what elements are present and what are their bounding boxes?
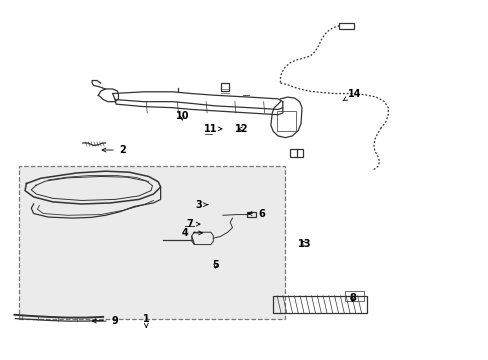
Bar	[273, 296, 366, 312]
Text: 4: 4	[181, 228, 202, 238]
Text: 9: 9	[92, 316, 118, 326]
Text: 5: 5	[212, 260, 219, 270]
Text: 10: 10	[175, 112, 188, 121]
Text: 14: 14	[342, 89, 361, 101]
Text: 2: 2	[102, 145, 125, 155]
Text: 8: 8	[348, 293, 355, 303]
Text: 1: 1	[142, 314, 149, 328]
Bar	[277, 111, 296, 131]
Text: 6: 6	[248, 208, 264, 219]
Text: 11: 11	[204, 124, 222, 134]
Bar	[19, 166, 285, 319]
Text: 7: 7	[185, 219, 200, 229]
Text: 3: 3	[195, 200, 207, 210]
Bar	[289, 149, 303, 157]
Text: 12: 12	[235, 124, 248, 134]
Bar	[339, 23, 353, 29]
Bar	[345, 291, 364, 301]
Bar	[221, 83, 229, 91]
Bar	[246, 212, 256, 217]
Text: 13: 13	[297, 239, 310, 248]
